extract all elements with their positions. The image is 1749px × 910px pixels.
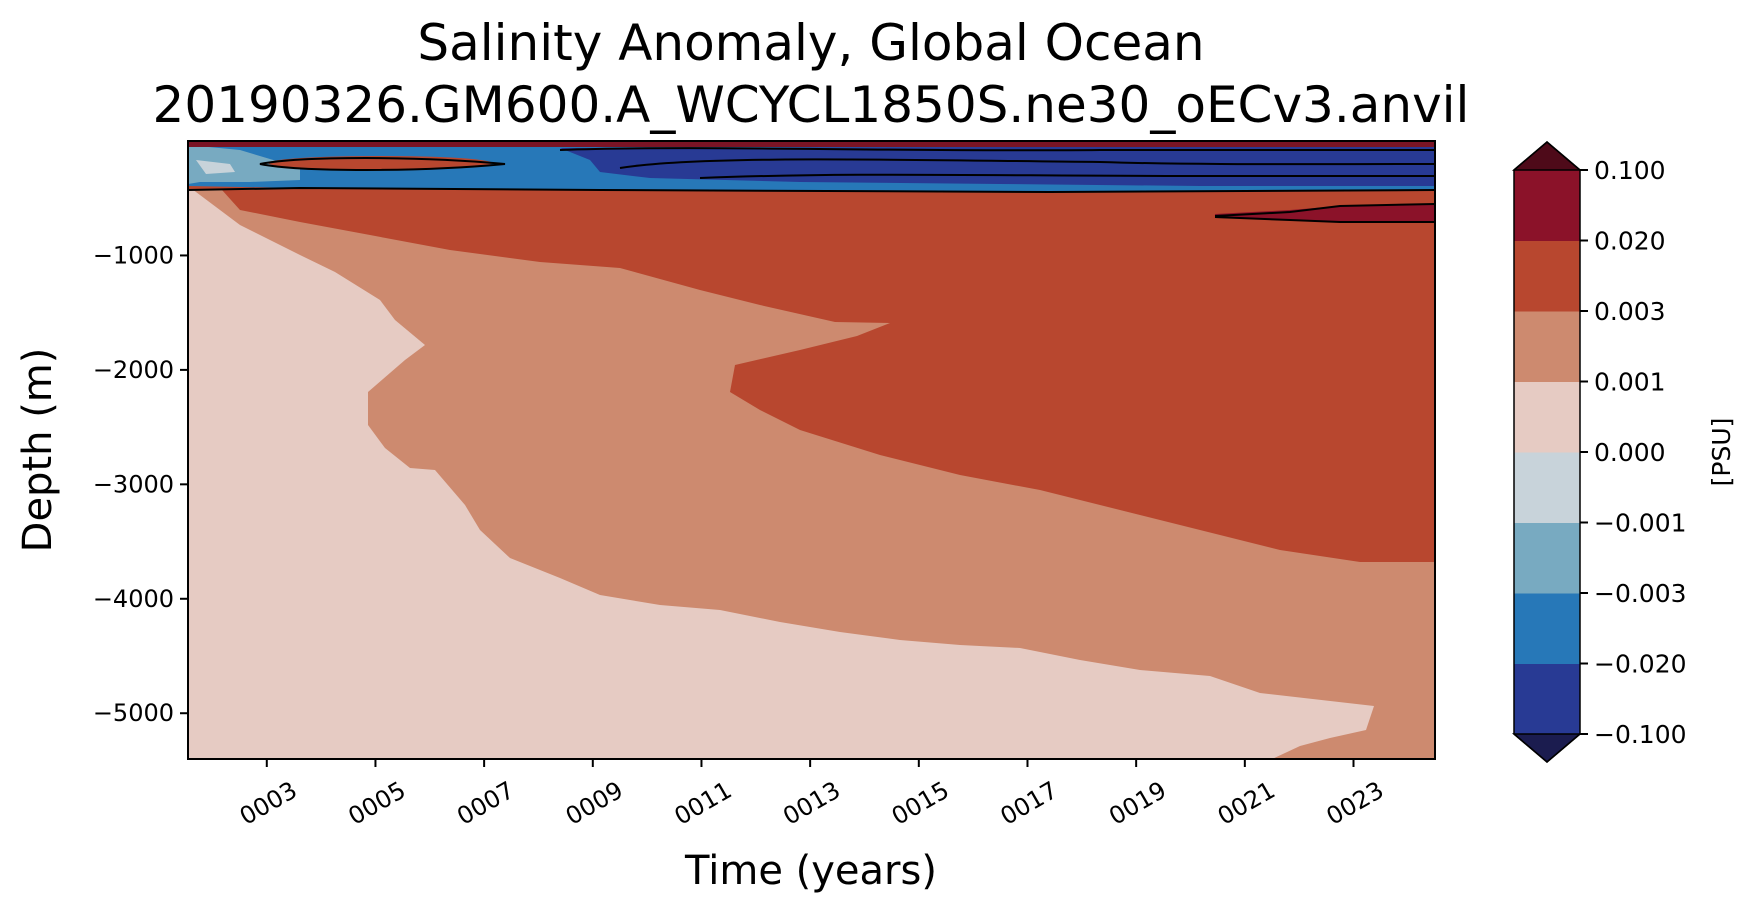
x-tick-label: 0009 (561, 776, 628, 831)
contour-line (619, 158, 1435, 169)
x-tick-label: 0005 (344, 776, 411, 831)
contour-line (699, 173, 1435, 179)
colorbar-tick-label: 0.003 (1594, 297, 1666, 326)
colorbar-segment (1514, 663, 1580, 735)
colorbar-segment (1514, 240, 1580, 312)
colorbar-tick-label: 0.001 (1594, 368, 1666, 397)
x-tick-label: 0013 (778, 776, 845, 831)
surface-strip (188, 141, 1435, 147)
x-tick-label: 0015 (887, 776, 954, 831)
plot-frame (187, 140, 1436, 760)
contour-line (259, 157, 506, 171)
colorbar-segment (1514, 452, 1580, 523)
x-tick-label: 0003 (235, 776, 302, 831)
colorbar-segment (1514, 593, 1580, 664)
x-tick-label: 0017 (996, 776, 1063, 831)
colorbar-segment (1514, 170, 1580, 241)
chart-title: Salinity Anomaly, Global Ocean (417, 14, 1204, 72)
plot-area (188, 141, 1435, 759)
y-tick-label: −2000 (93, 356, 174, 384)
y-axis-label: Depth (m) (15, 348, 61, 553)
region-positive (188, 141, 1435, 562)
chart-subtitle: 20190326.GM600.A_WCYCL1850S.ne30_oECv3.a… (153, 76, 1470, 134)
y-axis: −1000 −2000 −3000 −4000 −5000 (93, 241, 188, 727)
x-tick-label: 0011 (670, 776, 737, 831)
y-tick-label: −3000 (93, 470, 174, 498)
colorbar-tick-label: −0.020 (1594, 650, 1687, 679)
x-tick-label: 0007 (452, 776, 519, 831)
colorbar-tick-label: −0.003 (1594, 579, 1687, 608)
colorbar-tick-label: −0.001 (1594, 509, 1687, 538)
colorbar-tick-label: −0.100 (1594, 720, 1687, 749)
contour-line (1214, 203, 1435, 217)
colorbar-tick-label: 0.020 (1594, 227, 1666, 256)
y-tick-label: −5000 (93, 699, 174, 727)
region-near-surface-light (196, 160, 235, 174)
colorbar: −0.100 −0.020 −0.003 −0.001 0.000 0.001 0.003 0… (1511, 141, 1687, 763)
y-tick-label: −1000 (93, 241, 174, 269)
y-tick-label: −4000 (93, 585, 174, 613)
region-fresh-light (188, 145, 300, 184)
colorbar-segment (1514, 381, 1580, 453)
contour-lines (188, 147, 1435, 223)
contour-line (1214, 216, 1435, 223)
x-axis-label: Time (years) (684, 848, 937, 894)
colorbar-segment (1514, 522, 1580, 594)
region-strong-positive (1215, 204, 1435, 222)
x-axis: 0003 0005 0007 0009 0011 0013 0015 0017 0019 0021… (235, 759, 1389, 831)
x-tick-label: 0023 (1322, 776, 1389, 831)
colorbar-over-extension (1511, 141, 1583, 171)
colorbar-tick-label: 0.000 (1594, 438, 1666, 467)
x-tick-label: 0019 (1104, 776, 1171, 831)
colorbar-segment (1514, 311, 1580, 382)
colorbar-tick-label: 0.100 (1594, 156, 1666, 185)
x-tick-label: 0021 (1213, 776, 1280, 831)
contour-line (559, 147, 1435, 152)
colorbar-under-extension (1511, 733, 1583, 763)
contour-line (188, 186, 1435, 194)
colorbar-label: [PSU] (1707, 418, 1736, 487)
